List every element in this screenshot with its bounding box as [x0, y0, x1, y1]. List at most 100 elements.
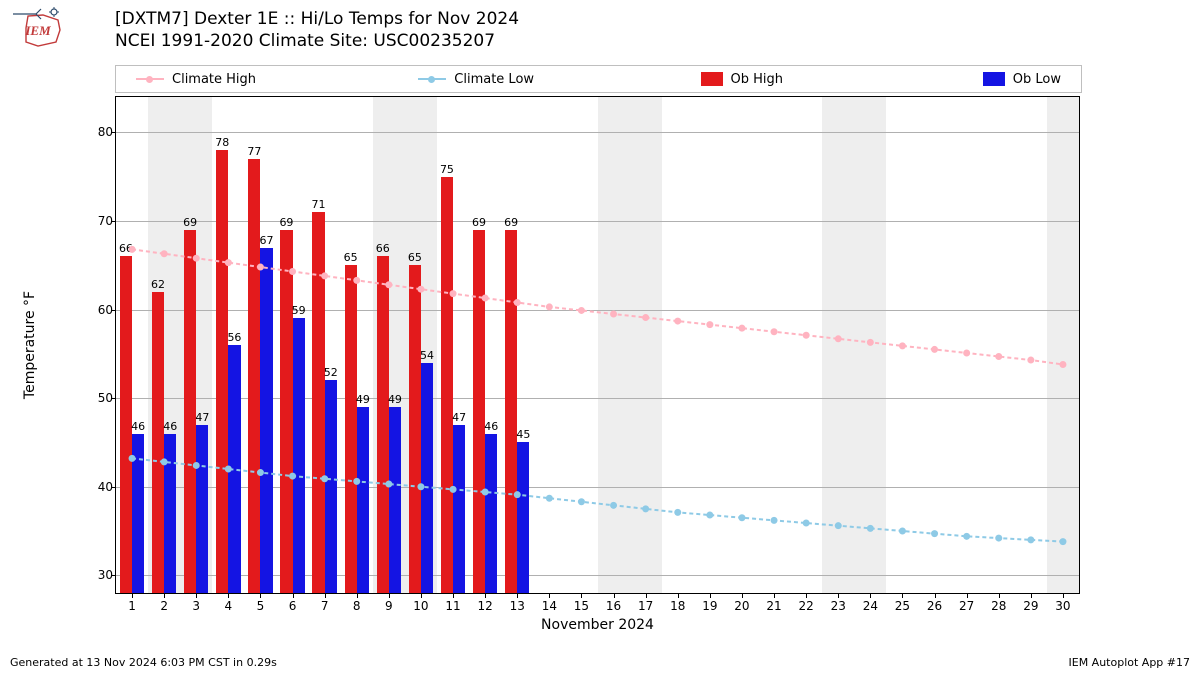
x-tick-label: 13: [510, 599, 525, 613]
climate-high-marker: [995, 353, 1002, 360]
ob-low-label: 47: [195, 411, 209, 424]
ob-low-label: 67: [260, 234, 274, 247]
legend-label: Ob Low: [1013, 72, 1061, 87]
footer-app: IEM Autoplot App #17: [1069, 656, 1191, 669]
y-tick-label: 50: [83, 391, 113, 405]
x-tick-label: 25: [895, 599, 910, 613]
ob-high-label: 66: [376, 242, 390, 255]
y-tick-label: 70: [83, 214, 113, 228]
ob-low-label: 49: [388, 393, 402, 406]
x-tick-label: 8: [353, 599, 361, 613]
weekend-band: [598, 97, 662, 593]
ob-high-bar: [280, 230, 292, 593]
x-tick-label: 22: [799, 599, 814, 613]
x-tick-label: 18: [670, 599, 685, 613]
ob-high-bar: [248, 159, 260, 593]
ob-low-bar: [453, 425, 465, 593]
ob-high-bar: [345, 265, 357, 593]
legend-climate-high: Climate High: [136, 72, 398, 87]
climate-high-marker: [674, 318, 681, 325]
svg-text:IEM: IEM: [24, 23, 51, 38]
ob-high-bar: [505, 230, 517, 593]
ob-low-label: 54: [420, 349, 434, 362]
ob-low-bar: [421, 363, 433, 593]
climate-low-marker: [771, 517, 778, 524]
x-tick-label: 16: [606, 599, 621, 613]
ob-low-bar: [260, 248, 272, 593]
ob-low-bar: [325, 380, 337, 593]
climate-high-marker: [963, 349, 970, 356]
climate-high-marker: [738, 325, 745, 332]
climate-low-marker: [931, 530, 938, 537]
x-tick-label: 5: [257, 599, 265, 613]
x-tick-label: 14: [542, 599, 557, 613]
x-tick-label: 11: [445, 599, 460, 613]
x-tick-label: 24: [863, 599, 878, 613]
ob-high-bar: [312, 212, 324, 593]
x-tick-label: 15: [574, 599, 589, 613]
climate-low-marker: [546, 495, 553, 502]
weekend-band: [822, 97, 886, 593]
ob-low-label: 46: [131, 420, 145, 433]
climate-low-marker: [995, 535, 1002, 542]
ob-high-label: 78: [215, 136, 229, 149]
ob-high-bar: [377, 256, 389, 593]
ob-low-label: 59: [292, 304, 306, 317]
x-axis-title: November 2024: [541, 617, 654, 633]
ob-low-label: 46: [484, 420, 498, 433]
legend-ob-low: Ob Low: [983, 72, 1061, 87]
climate-low-marker: [706, 512, 713, 519]
ob-low-bar: [228, 345, 240, 593]
climate-low-marker: [578, 498, 585, 505]
ob-high-label: 69: [279, 216, 293, 229]
x-tick-label: 27: [959, 599, 974, 613]
climate-high-marker: [803, 332, 810, 339]
climate-low-marker: [1027, 536, 1034, 543]
x-tick-label: 2: [160, 599, 168, 613]
ob-low-label: 52: [324, 366, 338, 379]
climate-low-marker: [963, 533, 970, 540]
climate-high-marker: [899, 342, 906, 349]
x-tick-label: 6: [289, 599, 297, 613]
ob-low-bar: [485, 434, 497, 593]
climate-high-marker: [931, 346, 938, 353]
legend-label: Climate Low: [454, 72, 534, 87]
grid-line: [116, 132, 1079, 133]
ob-low-bar: [293, 318, 305, 593]
ob-low-label: 56: [227, 331, 241, 344]
climate-low-marker: [803, 520, 810, 527]
x-tick-label: 19: [702, 599, 717, 613]
x-tick-label: 21: [766, 599, 781, 613]
y-axis-title: Temperature °F: [22, 291, 38, 399]
ob-high-label: 75: [440, 163, 454, 176]
ob-high-label: 77: [247, 145, 261, 158]
x-tick-label: 7: [321, 599, 329, 613]
ob-high-label: 65: [344, 251, 358, 264]
ob-high-bar: [441, 177, 453, 593]
ob-low-bar: [132, 434, 144, 593]
x-tick-label: 17: [638, 599, 653, 613]
ob-high-label: 71: [312, 198, 326, 211]
ob-low-label: 47: [452, 411, 466, 424]
climate-low-marker: [674, 509, 681, 516]
climate-high-marker: [706, 321, 713, 328]
legend-ob-high: Ob High: [701, 72, 963, 87]
iem-logo: IEM: [8, 6, 68, 50]
x-tick-label: 20: [734, 599, 749, 613]
climate-low-marker: [899, 528, 906, 535]
y-tick-label: 30: [83, 568, 113, 582]
x-tick-label: 29: [1023, 599, 1038, 613]
ob-low-bar: [164, 434, 176, 593]
ob-high-bar: [216, 150, 228, 593]
ob-high-bar: [152, 292, 164, 593]
ob-high-label: 69: [504, 216, 518, 229]
x-tick-label: 23: [831, 599, 846, 613]
x-tick-label: 26: [927, 599, 942, 613]
x-tick-label: 10: [413, 599, 428, 613]
ob-high-bar: [409, 265, 421, 593]
x-tick-label: 28: [991, 599, 1006, 613]
title-line-1: [DXTM7] Dexter 1E :: Hi/Lo Temps for Nov…: [115, 8, 519, 30]
climate-low-marker: [738, 514, 745, 521]
ob-low-label: 49: [356, 393, 370, 406]
y-tick-label: 40: [83, 480, 113, 494]
